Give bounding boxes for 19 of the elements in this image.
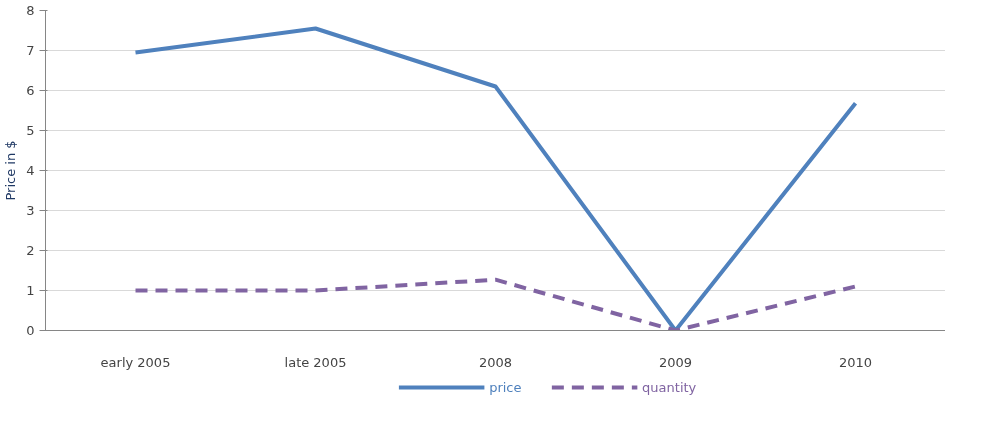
x-tick-label: 2008 (478, 354, 513, 370)
x-tick-label: late 2005 (284, 354, 347, 370)
x-tick-label: 2009 (658, 354, 693, 370)
y-tick-label: 4 (26, 163, 35, 178)
y-tick-label: 2 (26, 243, 35, 258)
y-tick-label: 7 (26, 43, 35, 58)
x-tick-label: early 2005 (100, 354, 171, 370)
y-tick-label: 3 (26, 203, 35, 218)
y-axis-title: Price in $ (3, 140, 19, 201)
line-series (133, 26, 858, 331)
y-tick-label: 5 (26, 123, 35, 138)
text: quantity (642, 380, 697, 395)
line-series (133, 277, 858, 331)
y-tick-label: 1 (26, 283, 35, 298)
y-tick-label: 0 (26, 323, 35, 338)
y-tick-label: 8 (26, 3, 35, 18)
y-tick-label: 6 (26, 83, 35, 98)
text: price (489, 380, 522, 395)
x-tick-label: 2010 (838, 354, 873, 370)
